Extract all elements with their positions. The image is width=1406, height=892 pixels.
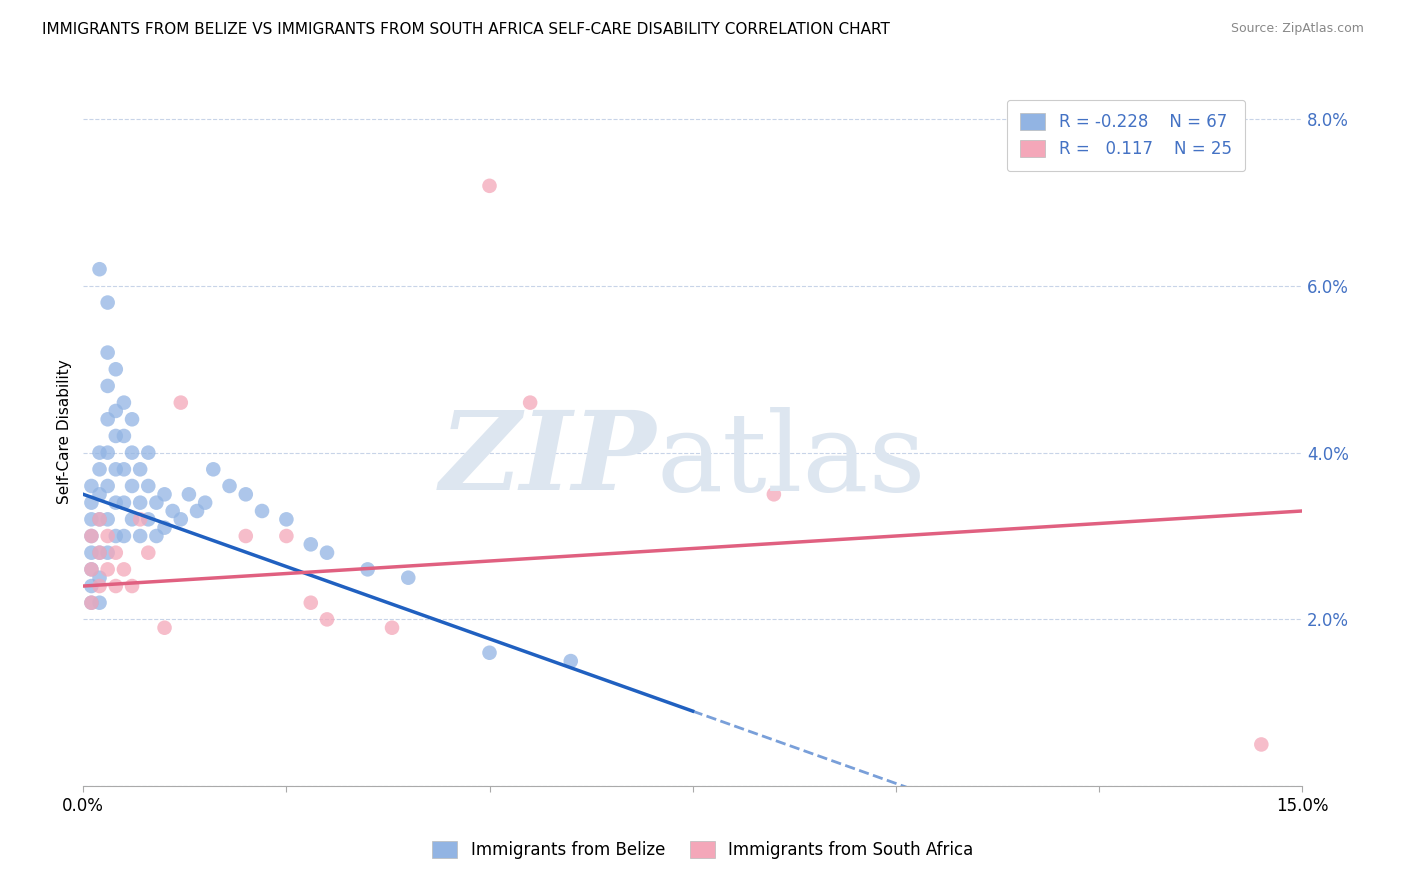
Point <box>97 412 120 426</box>
Point <box>80 596 103 610</box>
Point <box>89 445 111 459</box>
Point <box>80 596 103 610</box>
Point <box>170 395 193 409</box>
Point <box>80 579 103 593</box>
Point <box>104 546 127 560</box>
Point <box>478 178 501 193</box>
Point <box>112 496 135 510</box>
Point <box>186 504 208 518</box>
Point <box>97 562 120 576</box>
Point <box>145 496 167 510</box>
Point <box>97 345 120 359</box>
Point <box>89 571 111 585</box>
Point <box>89 579 111 593</box>
Point <box>1250 738 1272 752</box>
Text: IMMIGRANTS FROM BELIZE VS IMMIGRANTS FROM SOUTH AFRICA SELF-CARE DISABILITY CORR: IMMIGRANTS FROM BELIZE VS IMMIGRANTS FRO… <box>42 22 890 37</box>
Point <box>153 621 176 635</box>
Point <box>80 562 103 576</box>
Point <box>235 529 257 543</box>
Point <box>129 512 152 526</box>
Point <box>218 479 240 493</box>
Point <box>162 504 184 518</box>
Point <box>177 487 200 501</box>
Point <box>112 462 135 476</box>
Point <box>112 529 135 543</box>
Point <box>560 654 582 668</box>
Point <box>299 537 322 551</box>
Point <box>235 487 257 501</box>
Point <box>129 496 152 510</box>
Point <box>478 646 501 660</box>
Point <box>80 546 103 560</box>
Point <box>80 562 103 576</box>
Point <box>381 621 404 635</box>
Point <box>89 487 111 501</box>
Point <box>80 496 103 510</box>
Point <box>136 546 159 560</box>
Point <box>89 262 111 277</box>
Point <box>250 504 273 518</box>
Point <box>97 479 120 493</box>
Point <box>89 546 111 560</box>
Point <box>136 479 159 493</box>
Point <box>89 512 111 526</box>
Point <box>112 395 135 409</box>
Point <box>121 445 143 459</box>
Point <box>80 479 103 493</box>
Point <box>97 529 120 543</box>
Y-axis label: Self-Care Disability: Self-Care Disability <box>58 359 72 504</box>
Point <box>97 379 120 393</box>
Point <box>316 612 339 626</box>
Point <box>316 546 339 560</box>
Point <box>762 487 785 501</box>
Point <box>89 512 111 526</box>
Point <box>121 579 143 593</box>
Point <box>519 395 541 409</box>
Point <box>97 512 120 526</box>
Point <box>129 529 152 543</box>
Point <box>97 445 120 459</box>
Point <box>276 512 298 526</box>
Point <box>153 487 176 501</box>
Point <box>170 512 193 526</box>
Point <box>396 571 419 585</box>
Point <box>89 546 111 560</box>
Point <box>112 562 135 576</box>
Point <box>104 362 127 376</box>
Point <box>80 529 103 543</box>
Point <box>104 462 127 476</box>
Point <box>202 462 225 476</box>
Point <box>299 596 322 610</box>
Point <box>145 529 167 543</box>
Legend: Immigrants from Belize, Immigrants from South Africa: Immigrants from Belize, Immigrants from … <box>426 834 980 866</box>
Point <box>97 546 120 560</box>
Point <box>276 529 298 543</box>
Point <box>104 529 127 543</box>
Point <box>112 429 135 443</box>
Point <box>97 295 120 310</box>
Point <box>80 512 103 526</box>
Point <box>356 562 378 576</box>
Point <box>194 496 217 510</box>
Text: Source: ZipAtlas.com: Source: ZipAtlas.com <box>1230 22 1364 36</box>
Point <box>153 521 176 535</box>
Point <box>121 479 143 493</box>
Point <box>129 462 152 476</box>
Point <box>89 462 111 476</box>
Point <box>104 429 127 443</box>
Point <box>136 512 159 526</box>
Point <box>104 404 127 418</box>
Point <box>80 529 103 543</box>
Point <box>121 512 143 526</box>
Point <box>121 412 143 426</box>
Text: ZIP: ZIP <box>440 407 657 514</box>
Text: atlas: atlas <box>657 407 925 514</box>
Point <box>104 496 127 510</box>
Point <box>136 445 159 459</box>
Legend: R = -0.228    N = 67, R =   0.117    N = 25: R = -0.228 N = 67, R = 0.117 N = 25 <box>1007 100 1244 171</box>
Point <box>104 579 127 593</box>
Point <box>89 596 111 610</box>
